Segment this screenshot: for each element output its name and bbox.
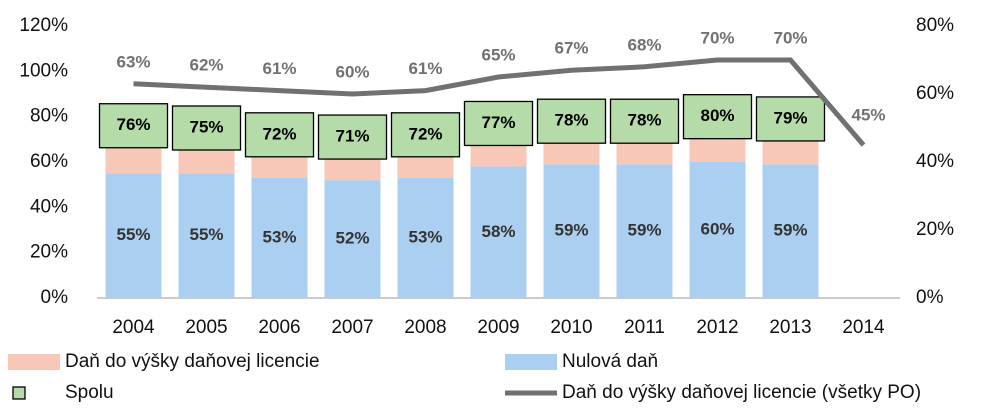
data-label: 58% <box>481 222 515 241</box>
x-tick-label: 2014 <box>842 317 885 338</box>
line-label: 63% <box>116 52 150 71</box>
line-label: 65% <box>481 45 515 64</box>
legend-swatch <box>8 354 60 370</box>
data-label: 59% <box>773 221 807 240</box>
data-label: 59% <box>554 221 588 240</box>
y-tick-label: 100% <box>19 60 68 81</box>
line-label: 61% <box>408 59 442 78</box>
total-marker <box>390 112 461 158</box>
total-marker <box>682 94 753 140</box>
bar <box>616 164 673 298</box>
bar <box>178 173 235 298</box>
line-label: 61% <box>262 59 296 78</box>
data-label: 52% <box>335 229 369 248</box>
data-label: 60% <box>700 219 734 238</box>
x-tick-label: 2006 <box>258 317 300 338</box>
x-tick-label: 2010 <box>550 317 592 338</box>
line-label: 68% <box>627 35 661 54</box>
data-label: 78% <box>627 111 661 130</box>
bar <box>324 180 381 298</box>
data-label: 55% <box>116 225 150 244</box>
total-marker <box>317 114 388 160</box>
x-tick-label: 2009 <box>477 317 519 338</box>
data-label: 55% <box>189 225 223 244</box>
legend-swatch <box>12 386 26 400</box>
legend-label: Daň do výšky daňovej licencie <box>65 351 320 372</box>
legend-label: Daň do výšky daňovej licencie (všetky PO… <box>562 382 921 403</box>
data-label: 80% <box>700 106 734 125</box>
bar <box>543 164 600 298</box>
data-label: 78% <box>554 111 588 130</box>
legend-label: Nulová daň <box>562 351 658 372</box>
x-tick-label: 2011 <box>624 317 665 338</box>
y-tick-label: 20% <box>30 242 68 263</box>
data-label: 53% <box>408 227 442 246</box>
y-tick-label: 120% <box>19 15 68 36</box>
total-marker <box>463 100 534 147</box>
total-marker <box>244 112 315 158</box>
x-tick-label: 2013 <box>769 317 811 338</box>
x-tick-label: 2004 <box>112 317 155 338</box>
bar <box>251 177 308 298</box>
total-marker <box>536 98 607 144</box>
x-tick-label: 2012 <box>696 317 738 338</box>
legend-swatch <box>505 354 557 370</box>
bar <box>105 173 162 298</box>
bar <box>397 177 454 298</box>
total-marker <box>171 105 242 151</box>
data-label: 79% <box>773 108 807 127</box>
y-tick-label: 40% <box>30 196 68 217</box>
total-marker <box>609 98 680 144</box>
line-label: 45% <box>851 105 885 124</box>
bar <box>689 162 746 298</box>
y-tick-label: 80% <box>30 106 68 127</box>
x-tick-label: 2007 <box>331 317 373 338</box>
x-tick-label: 2008 <box>404 317 446 338</box>
line-label: 70% <box>773 28 807 47</box>
line-series <box>133 57 866 147</box>
bar <box>470 166 527 298</box>
total-marker <box>755 96 826 142</box>
y2-tick-label: 80% <box>916 15 954 36</box>
x-tick-label: 2005 <box>185 317 227 338</box>
data-label: 71% <box>335 127 369 146</box>
total-marker <box>98 103 169 149</box>
data-label: 77% <box>481 113 515 132</box>
y-tick-label: 0% <box>41 287 69 308</box>
data-label: 75% <box>189 117 223 136</box>
data-label: 72% <box>408 124 442 143</box>
y2-tick-label: 20% <box>916 219 954 240</box>
line-label: 70% <box>700 28 734 47</box>
data-label: 53% <box>262 227 296 246</box>
legend-label: Spolu <box>65 382 114 403</box>
y2-tick-label: 40% <box>916 151 954 172</box>
data-label: 72% <box>262 124 296 143</box>
bar <box>762 164 819 298</box>
data-label: 76% <box>116 115 150 134</box>
y-tick-label: 60% <box>30 151 68 172</box>
line-label: 62% <box>189 56 223 75</box>
y2-tick-label: 0% <box>916 287 944 308</box>
data-label: 59% <box>627 221 661 240</box>
y2-tick-label: 60% <box>916 83 954 104</box>
line-label: 60% <box>335 62 369 81</box>
line-label: 67% <box>554 39 588 58</box>
